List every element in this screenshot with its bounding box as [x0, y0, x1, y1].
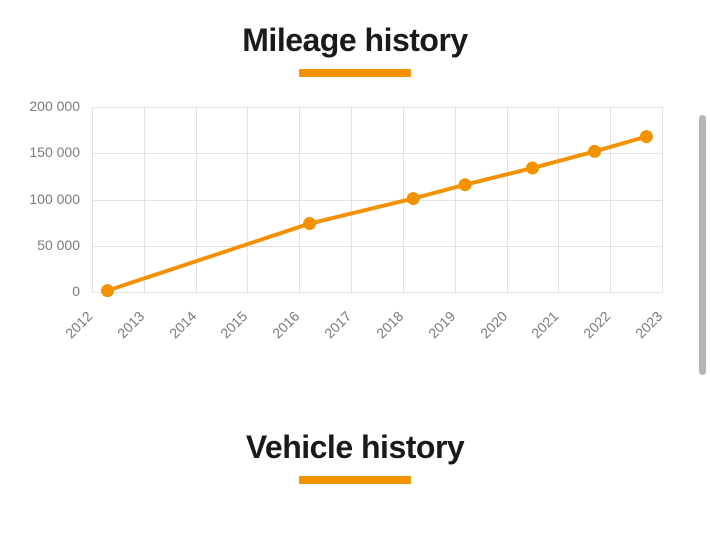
- scrollbar-thumb[interactable]: [699, 115, 706, 375]
- x-tick-label: 2017: [321, 308, 354, 341]
- y-tick-label: 100 000: [10, 191, 80, 207]
- grid-line-h: [92, 292, 662, 293]
- y-tick-label: 150 000: [10, 144, 80, 160]
- x-tick-label: 2012: [62, 308, 95, 341]
- y-tick-label: 200 000: [10, 98, 80, 114]
- y-tick-label: 50 000: [10, 237, 80, 253]
- mileage-chart: 050 000100 000150 000200 000 20122013201…: [10, 107, 680, 367]
- chart-marker: [304, 218, 316, 230]
- x-tick-label: 2021: [528, 308, 561, 341]
- mileage-section: Mileage history: [0, 0, 710, 77]
- chart-marker: [526, 162, 538, 174]
- chart-line-svg: [92, 107, 662, 292]
- vehicle-title: Vehicle history: [0, 429, 710, 466]
- mileage-title: Mileage history: [0, 22, 710, 59]
- chart-marker: [407, 193, 419, 205]
- x-tick-label: 2014: [166, 308, 199, 341]
- y-tick-label: 0: [10, 283, 80, 299]
- x-tick-label: 2013: [114, 308, 147, 341]
- page-container: Mileage history 0 50 000 100 000 150 000 200…: [0, 0, 710, 556]
- x-tick-label: 2015: [217, 308, 250, 341]
- vehicle-title-underline: [299, 476, 411, 484]
- chart-marker: [459, 179, 471, 191]
- chart-line: [108, 137, 647, 291]
- x-tick-label: 2018: [373, 308, 406, 341]
- chart-marker: [102, 285, 114, 297]
- vehicle-section: Vehicle history: [0, 429, 710, 484]
- x-tick-label: 2022: [580, 308, 613, 341]
- grid-line-v: [662, 107, 663, 292]
- chart-marker: [589, 145, 601, 157]
- x-tick-label: 2023: [632, 308, 665, 341]
- x-tick-label: 2019: [425, 308, 458, 341]
- chart-marker: [640, 131, 652, 143]
- x-tick-label: 2016: [269, 308, 302, 341]
- mileage-title-underline: [299, 69, 411, 77]
- x-tick-label: 2020: [477, 308, 510, 341]
